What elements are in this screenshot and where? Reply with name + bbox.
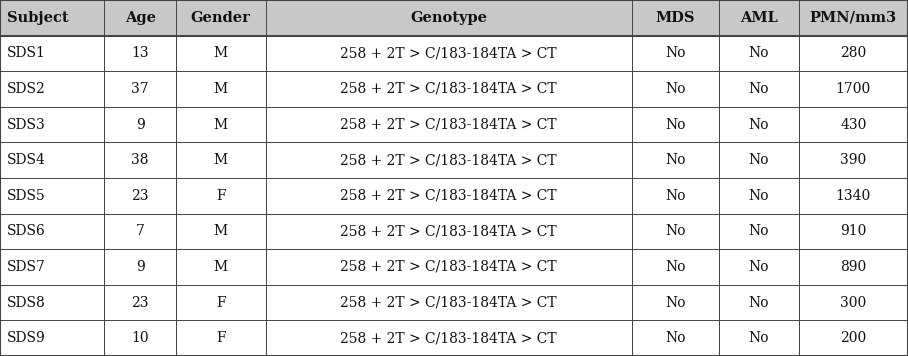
Text: No: No (665, 260, 686, 274)
Text: 910: 910 (840, 224, 866, 239)
Text: M: M (213, 117, 228, 132)
Text: AML: AML (740, 11, 778, 25)
Text: No: No (665, 295, 686, 310)
Text: F: F (216, 295, 225, 310)
Text: 258 + 2T > C/183-184TA > CT: 258 + 2T > C/183-184TA > CT (340, 189, 557, 203)
Bar (0, 0, 908, 36)
Text: 280: 280 (840, 46, 866, 61)
Text: 200: 200 (840, 331, 866, 345)
Text: 258 + 2T > C/183-184TA > CT: 258 + 2T > C/183-184TA > CT (340, 153, 557, 167)
Text: SDS6: SDS6 (7, 224, 46, 239)
Text: No: No (665, 331, 686, 345)
Text: Age: Age (124, 11, 156, 25)
Text: 13: 13 (132, 46, 149, 61)
Text: No: No (748, 331, 769, 345)
Text: 300: 300 (840, 295, 866, 310)
Text: 10: 10 (132, 331, 149, 345)
Text: 258 + 2T > C/183-184TA > CT: 258 + 2T > C/183-184TA > CT (340, 46, 557, 61)
Text: SDS3: SDS3 (7, 117, 46, 132)
Text: M: M (213, 153, 228, 167)
Text: SDS1: SDS1 (7, 46, 46, 61)
Text: 23: 23 (132, 295, 149, 310)
Text: No: No (665, 46, 686, 61)
Text: 258 + 2T > C/183-184TA > CT: 258 + 2T > C/183-184TA > CT (340, 117, 557, 132)
Text: No: No (665, 224, 686, 239)
Text: 9: 9 (136, 260, 144, 274)
Text: No: No (665, 82, 686, 96)
Text: F: F (216, 189, 225, 203)
Text: M: M (213, 224, 228, 239)
Text: 258 + 2T > C/183-184TA > CT: 258 + 2T > C/183-184TA > CT (340, 331, 557, 345)
Text: 258 + 2T > C/183-184TA > CT: 258 + 2T > C/183-184TA > CT (340, 224, 557, 239)
Text: 390: 390 (840, 153, 866, 167)
Text: SDS9: SDS9 (7, 331, 46, 345)
Text: MDS: MDS (656, 11, 695, 25)
Text: No: No (748, 189, 769, 203)
Text: No: No (748, 224, 769, 239)
Text: 23: 23 (132, 189, 149, 203)
Text: Gender: Gender (191, 11, 251, 25)
Text: No: No (665, 117, 686, 132)
Text: 1340: 1340 (835, 189, 871, 203)
Text: 1700: 1700 (835, 82, 871, 96)
Text: SDS4: SDS4 (7, 153, 46, 167)
Text: PMN/mm3: PMN/mm3 (810, 11, 897, 25)
Text: SDS2: SDS2 (7, 82, 46, 96)
Text: No: No (748, 46, 769, 61)
Text: F: F (216, 331, 225, 345)
Text: 7: 7 (136, 224, 144, 239)
Text: SDS7: SDS7 (7, 260, 46, 274)
Text: 258 + 2T > C/183-184TA > CT: 258 + 2T > C/183-184TA > CT (340, 295, 557, 310)
Text: SDS8: SDS8 (7, 295, 46, 310)
Text: 37: 37 (132, 82, 149, 96)
Text: No: No (748, 82, 769, 96)
Text: No: No (748, 295, 769, 310)
Text: M: M (213, 46, 228, 61)
Text: M: M (213, 82, 228, 96)
Text: No: No (748, 153, 769, 167)
Text: 258 + 2T > C/183-184TA > CT: 258 + 2T > C/183-184TA > CT (340, 82, 557, 96)
Text: No: No (665, 153, 686, 167)
Text: 258 + 2T > C/183-184TA > CT: 258 + 2T > C/183-184TA > CT (340, 260, 557, 274)
Text: Subject: Subject (7, 11, 69, 25)
Text: 9: 9 (136, 117, 144, 132)
Text: No: No (748, 260, 769, 274)
Text: 38: 38 (132, 153, 149, 167)
Text: M: M (213, 260, 228, 274)
Text: No: No (665, 189, 686, 203)
Text: No: No (748, 117, 769, 132)
Text: 430: 430 (840, 117, 866, 132)
Text: 890: 890 (840, 260, 866, 274)
Text: Genotype: Genotype (410, 11, 487, 25)
Text: SDS5: SDS5 (7, 189, 46, 203)
